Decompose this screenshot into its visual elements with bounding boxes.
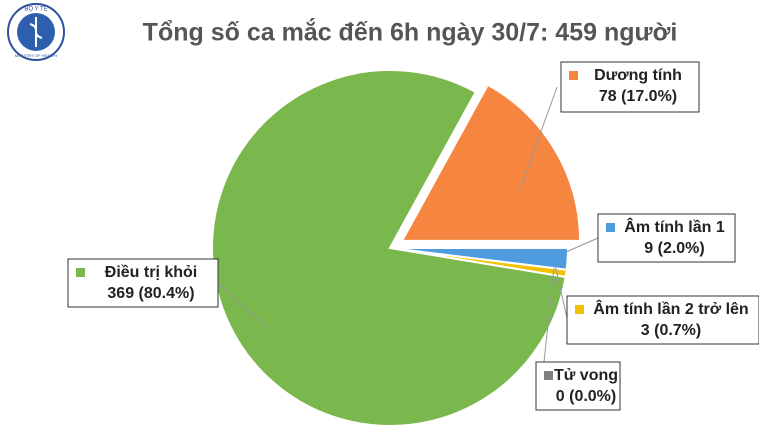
value-label: 0 (0.0%) bbox=[556, 388, 616, 405]
slice-label: Tử vong bbox=[554, 367, 618, 384]
callout-box bbox=[597, 213, 736, 263]
logo: BỘ Y TẾ MINISTRY OF HEALTH bbox=[7, 3, 65, 61]
leader-line bbox=[519, 86, 558, 191]
callout-box bbox=[566, 295, 759, 345]
legend-swatch bbox=[575, 305, 584, 314]
legend-swatch bbox=[544, 371, 553, 380]
leader-line bbox=[554, 264, 568, 319]
logo-text: MINISTRY OF HEALTH bbox=[15, 53, 57, 58]
chart-title: Tổng số ca mắc đến 6h ngày 30/7: 459 ngư… bbox=[143, 17, 678, 47]
slice-label: Điều trị khỏi bbox=[105, 264, 197, 281]
logo-text: BỘ Y TẾ bbox=[24, 6, 47, 13]
value-label: 78 (17.0%) bbox=[599, 88, 677, 105]
leader-line bbox=[217, 282, 271, 331]
value-label: 369 (80.4%) bbox=[107, 285, 194, 302]
callouts: Dương tính 78 (17.0%) Âm tính lần 1 9 (2.0%… bbox=[67, 61, 759, 411]
callout-box bbox=[67, 258, 219, 308]
legend-swatch bbox=[606, 223, 615, 232]
slice-label: Âm tính lần 1 bbox=[624, 217, 725, 236]
callout-box bbox=[535, 361, 621, 411]
slice-label: Dương tính bbox=[594, 67, 682, 84]
slice-label: Âm tính lần 2 trở lên bbox=[593, 299, 748, 318]
value-label: 3 (0.7%) bbox=[641, 322, 701, 339]
leader-line bbox=[565, 237, 599, 253]
legend-swatch bbox=[76, 268, 85, 277]
callout-box bbox=[560, 61, 700, 113]
logo-symbol bbox=[29, 17, 43, 47]
leader-line bbox=[543, 267, 555, 363]
pie-slice bbox=[211, 69, 567, 427]
value-label: 9 (2.0%) bbox=[644, 240, 704, 257]
pie bbox=[211, 69, 582, 427]
pie-slice bbox=[400, 83, 582, 242]
legend-swatch bbox=[569, 71, 578, 80]
